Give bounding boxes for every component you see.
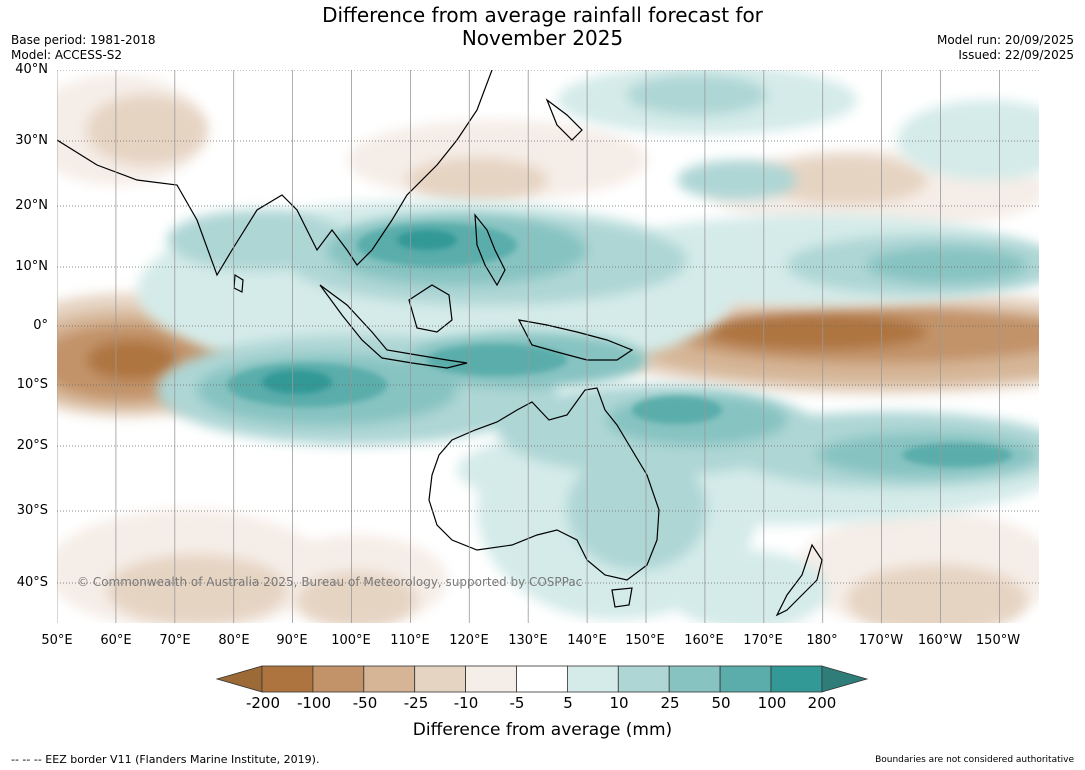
asia-coast — [57, 70, 493, 277]
colorbar-swatch — [516, 665, 568, 693]
japan-coast — [545, 98, 583, 141]
australia-coast — [428, 387, 660, 581]
colorbar-swatch — [719, 665, 772, 693]
colorbar-swatch — [312, 665, 365, 693]
lon-label: 80°E — [218, 633, 250, 648]
colorbar-label: 100 — [757, 694, 787, 712]
lon-label: 100°E — [331, 633, 371, 648]
new-guinea-coast — [517, 319, 634, 361]
lon-label: 90°E — [276, 633, 308, 648]
colorbar-swatch — [363, 665, 416, 693]
colorbar-title: Difference from average (mm) — [412, 720, 673, 740]
sumatra-java-coast — [319, 284, 468, 369]
colorbar-swatch — [414, 665, 466, 693]
sri-lanka-coast — [233, 273, 244, 293]
lat-label: 40°S — [16, 575, 48, 590]
issued-date: Issued: 22/09/2025 — [958, 48, 1074, 62]
chart-title: Difference from average rainfall forecas… — [0, 4, 1085, 50]
lat-label: 0° — [33, 318, 48, 333]
lon-label: 140°E — [567, 633, 607, 648]
title-line-2: November 2025 — [461, 26, 624, 50]
colorbar-swatch — [770, 665, 823, 693]
lat-label: 10°S — [16, 377, 48, 392]
colorbar-label: -10 — [453, 694, 479, 712]
colorbar-label: -200 — [245, 694, 281, 712]
meta-right: Model run: 20/09/2025 Issued: 22/09/2025 — [937, 33, 1074, 63]
tasmania-coast — [611, 587, 633, 608]
rainfall-map — [57, 70, 1039, 623]
lon-label: 160°W — [917, 633, 963, 648]
colorbar-swatch — [261, 665, 314, 693]
lon-label: 170°W — [858, 633, 904, 648]
lon-label: 70°E — [159, 633, 191, 648]
colorbar-label: -5 — [509, 694, 525, 712]
lat-label: 30°N — [15, 133, 48, 148]
coastlines — [57, 70, 823, 617]
lon-label: 130°E — [508, 633, 548, 648]
boundaries-disclaimer: Boundaries are not considered authoritat… — [875, 755, 1074, 765]
lat-label: 30°S — [16, 503, 48, 518]
lat-label: 40°N — [15, 62, 48, 77]
eez-legend: -- -- -- EEZ border V11 (Flanders Marine… — [11, 753, 320, 766]
lat-label: 10°N — [15, 259, 48, 274]
colorbar-label: 200 — [807, 694, 837, 712]
colorbar-label: 5 — [563, 694, 573, 712]
colorbar-extend-low — [215, 665, 263, 693]
model-name: Model: ACCESS-S2 — [11, 48, 123, 62]
lon-label: 150°W — [975, 633, 1021, 648]
colorbar-swatches — [215, 665, 869, 693]
lon-label: 150°E — [625, 633, 665, 648]
meta-left: Base period: 1981-2018 Model: ACCESS-S2 — [11, 33, 156, 63]
lon-label: 50°E — [41, 633, 73, 648]
lon-label: 170°E — [743, 633, 783, 648]
colorbar-swatch — [465, 665, 517, 693]
colorbar-label: 50 — [711, 694, 731, 712]
colorbar-swatch — [668, 665, 721, 693]
new-zealand-coast — [775, 543, 823, 617]
lat-label: 20°S — [16, 438, 48, 453]
wet-extreme-areas — [262, 230, 457, 394]
lon-label: 180° — [806, 633, 838, 648]
anomaly-field — [57, 70, 1039, 623]
philippines-coast — [474, 213, 506, 287]
colorbar-label: 10 — [609, 694, 629, 712]
colorbar-swatch — [566, 665, 619, 693]
lon-label: 160°E — [684, 633, 724, 648]
lon-label: 60°E — [100, 633, 132, 648]
base-period: Base period: 1981-2018 — [11, 33, 156, 47]
lon-label: 110°E — [390, 633, 430, 648]
colorbar-label: -25 — [403, 694, 429, 712]
colorbar-label: -100 — [296, 694, 332, 712]
lat-label: 20°N — [15, 198, 48, 213]
colorbar-swatch — [617, 665, 670, 693]
colorbar-label: -50 — [352, 694, 378, 712]
gridlines — [57, 70, 1039, 623]
model-run: Model run: 20/09/2025 — [936, 33, 1074, 47]
title-line-1: Difference from average rainfall forecas… — [322, 3, 763, 27]
lon-label: 120°E — [449, 633, 489, 648]
copyright-notice: © Commonwealth of Australia 2025, Bureau… — [77, 575, 583, 589]
colorbar — [215, 665, 869, 693]
borneo-coast — [408, 284, 453, 333]
colorbar-extend-high — [821, 665, 869, 693]
colorbar-label: 25 — [660, 694, 680, 712]
